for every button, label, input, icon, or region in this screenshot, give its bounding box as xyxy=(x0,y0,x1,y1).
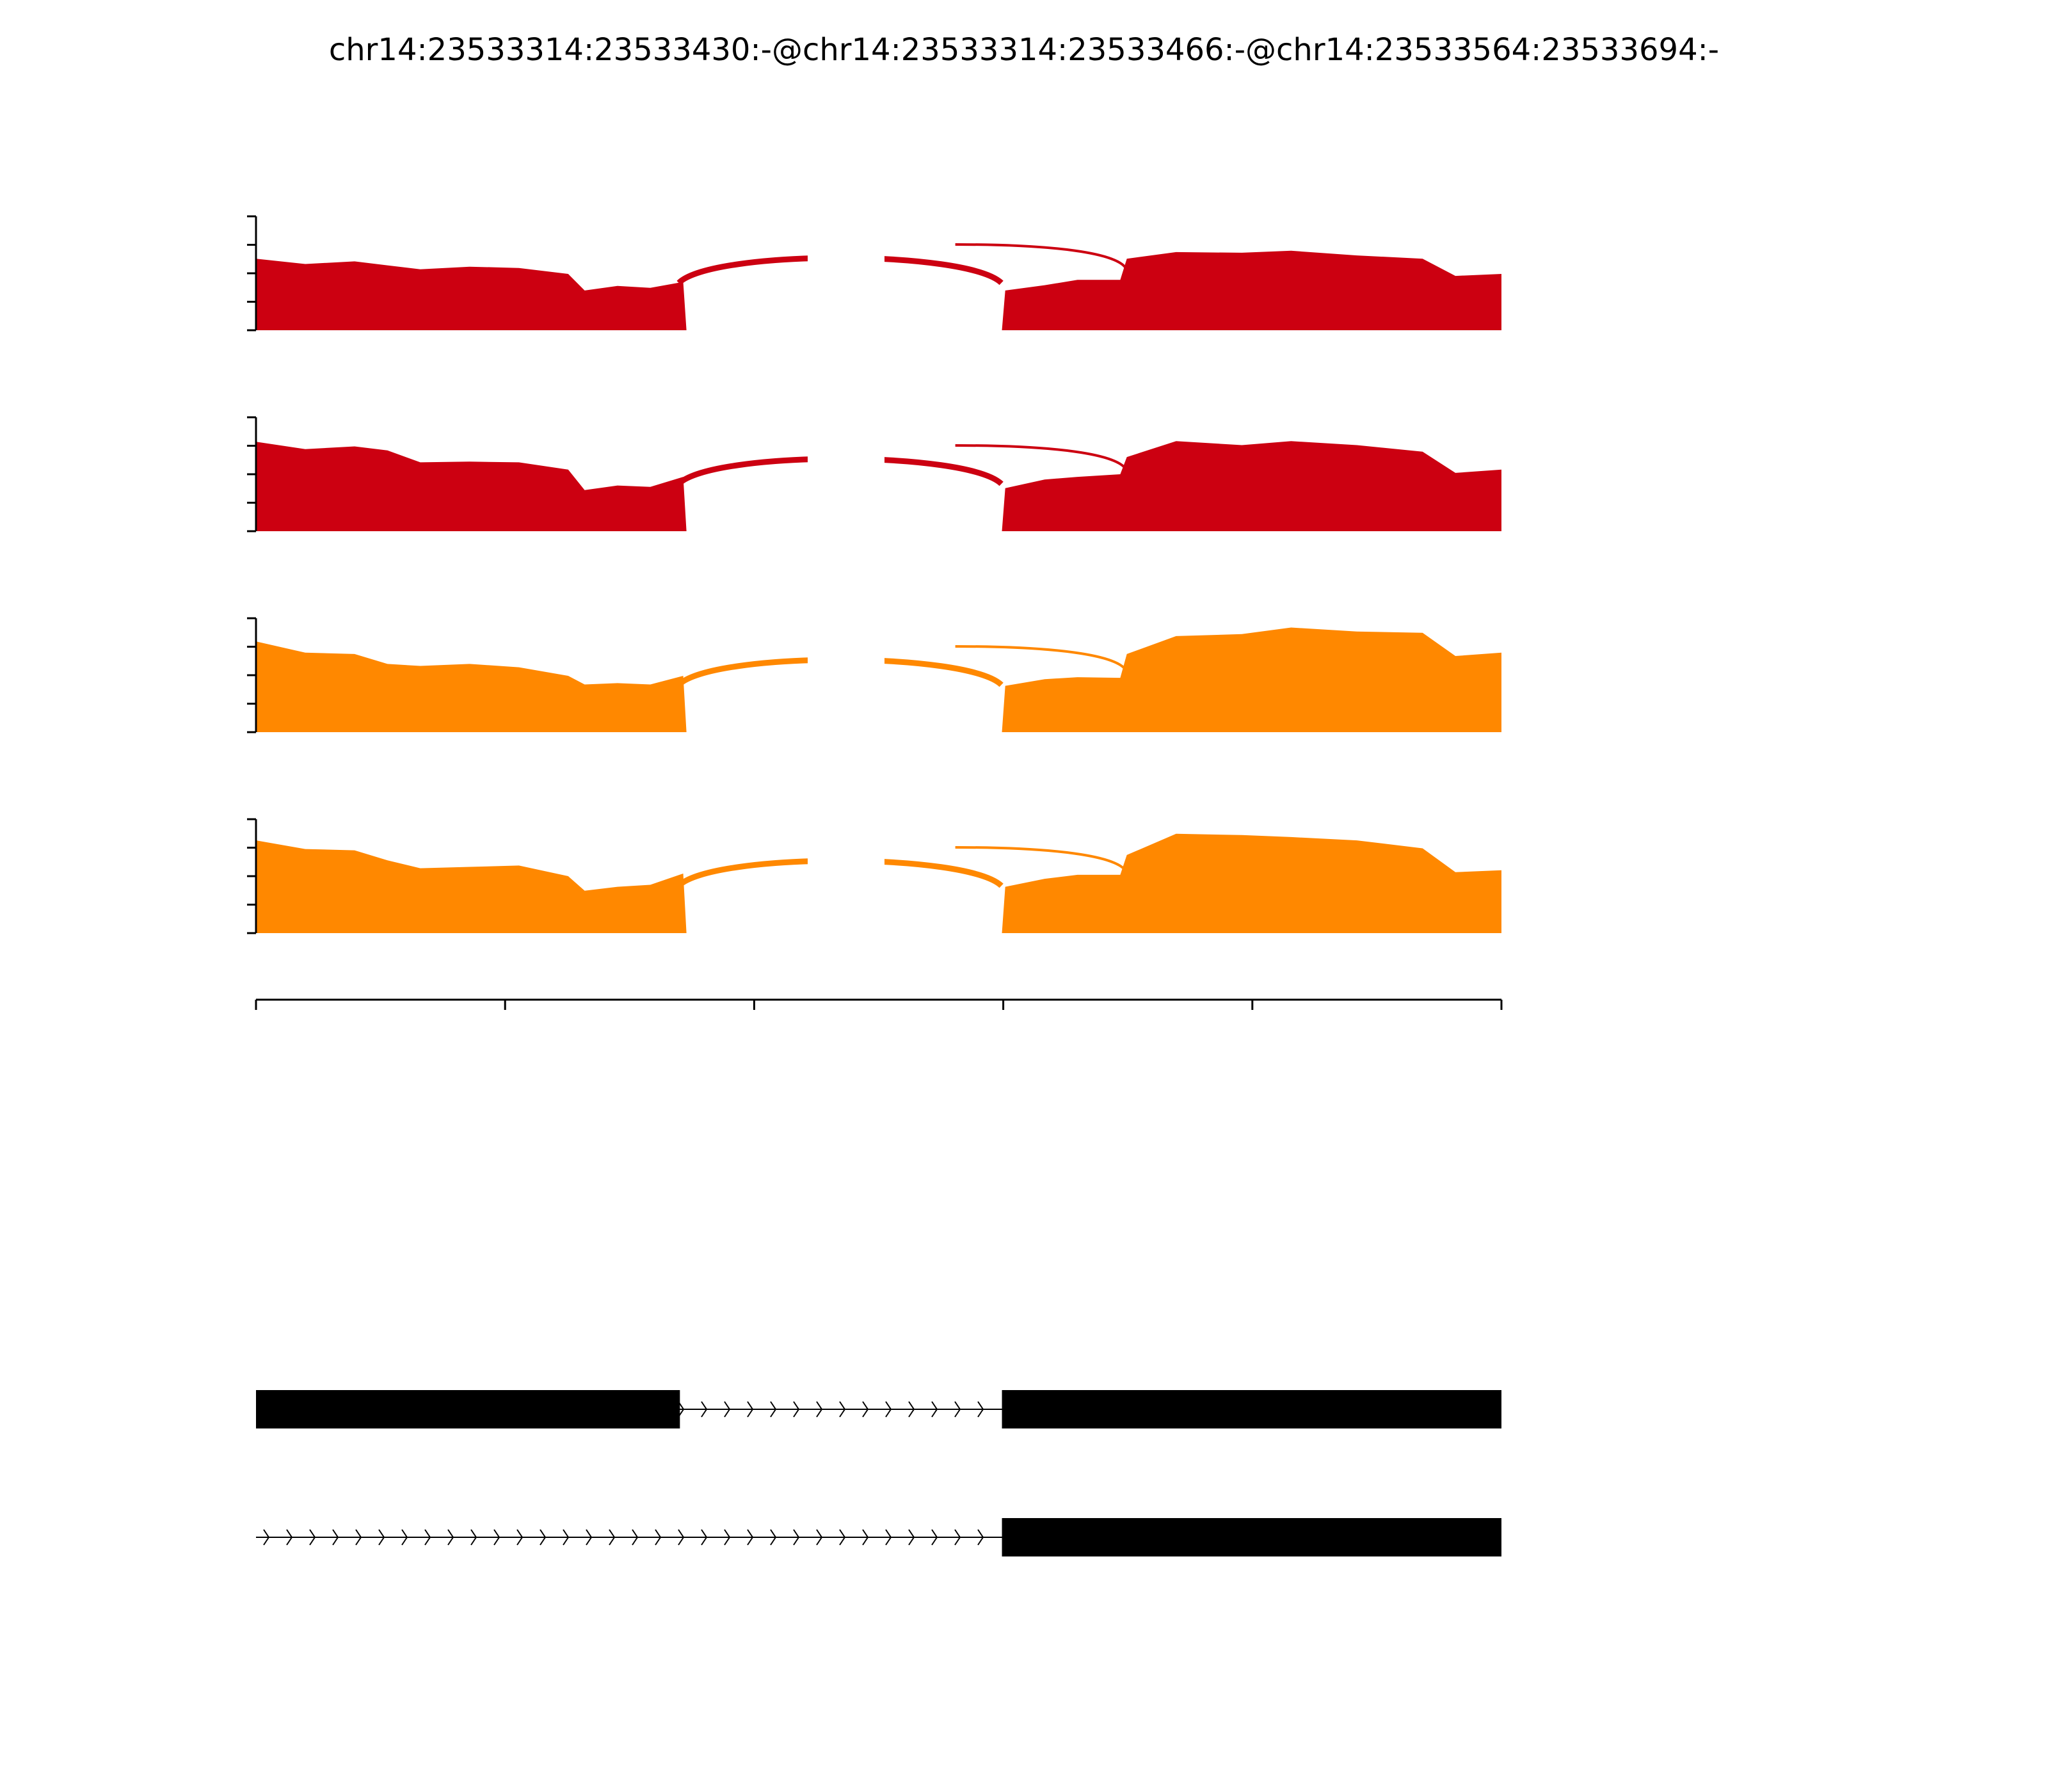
strand-chevron xyxy=(954,1401,961,1418)
strand-chevron xyxy=(793,1529,800,1546)
junction-arc xyxy=(955,444,1128,472)
junction-arc xyxy=(955,645,1128,673)
panel-4 xyxy=(247,818,1501,934)
strand-chevron xyxy=(908,1529,915,1546)
coverage-area xyxy=(256,627,1501,732)
strand-chevron xyxy=(540,1529,547,1546)
strand-chevron xyxy=(770,1529,777,1546)
junction-label-box xyxy=(808,646,884,666)
strand-chevron xyxy=(862,1401,869,1418)
strand-chevron xyxy=(678,1401,685,1418)
coverage-area xyxy=(256,833,1501,933)
junction-label-box xyxy=(890,425,941,444)
coverage-panels xyxy=(247,215,1501,934)
strand-chevron xyxy=(839,1401,846,1418)
strand-chevron xyxy=(655,1529,662,1546)
strand-chevron xyxy=(586,1529,593,1546)
junction-label-box xyxy=(890,224,941,243)
strand-chevron xyxy=(470,1529,477,1546)
strand-chevron xyxy=(839,1529,846,1546)
strand-chevron xyxy=(816,1401,823,1418)
strand-chevron xyxy=(678,1529,685,1546)
coverage-area xyxy=(256,441,1501,531)
strand-chevron xyxy=(701,1529,708,1546)
strand-chevron xyxy=(401,1529,408,1546)
strand-chevron xyxy=(908,1401,915,1418)
strand-chevron xyxy=(862,1529,869,1546)
strand-chevron xyxy=(885,1401,892,1418)
strand-chevron xyxy=(724,1529,731,1546)
exon-block xyxy=(256,1390,680,1428)
strand-chevron xyxy=(609,1529,616,1546)
strand-chevron xyxy=(954,1529,961,1546)
coverage-area xyxy=(256,250,1501,330)
panel-2 xyxy=(247,416,1501,532)
isoform-track xyxy=(256,1390,1501,1556)
strand-chevron xyxy=(332,1529,339,1546)
strand-chevron xyxy=(931,1529,938,1546)
strand-chevron xyxy=(493,1529,500,1546)
isoform-2 xyxy=(256,1518,1501,1556)
strand-chevron xyxy=(516,1529,524,1546)
junction-arc xyxy=(955,243,1128,271)
x-axis xyxy=(255,998,1503,1010)
junction-label-box xyxy=(890,827,941,846)
strand-chevron xyxy=(701,1401,708,1418)
figure-title: chr14:23533314:23533430:-@chr14:23533314… xyxy=(329,32,1719,68)
junction-label-box xyxy=(808,445,884,465)
panel-3 xyxy=(247,617,1501,733)
isoform-1 xyxy=(256,1390,1501,1428)
panel-1 xyxy=(247,215,1501,332)
strand-chevron xyxy=(793,1401,800,1418)
strand-chevron xyxy=(977,1401,984,1418)
strand-chevron xyxy=(747,1401,754,1418)
strand-chevron xyxy=(355,1529,362,1546)
strand-chevron xyxy=(447,1529,454,1546)
strand-chevron xyxy=(977,1529,984,1546)
strand-chevron xyxy=(309,1529,316,1546)
junction-label-box xyxy=(808,244,884,264)
junction-label-box xyxy=(890,626,941,645)
strand-chevron xyxy=(632,1529,639,1546)
strand-chevron xyxy=(885,1529,892,1546)
strand-chevron xyxy=(378,1529,385,1546)
strand-chevron xyxy=(263,1529,270,1546)
strand-chevron xyxy=(931,1401,938,1418)
strand-chevron xyxy=(424,1529,431,1546)
exon-block xyxy=(1002,1390,1501,1428)
strand-chevron xyxy=(724,1401,731,1418)
exon-block xyxy=(1002,1518,1501,1556)
strand-chevron xyxy=(563,1529,570,1546)
junction-arc xyxy=(955,846,1128,874)
strand-chevron xyxy=(770,1401,777,1418)
strand-chevron xyxy=(816,1529,823,1546)
strand-chevron xyxy=(747,1529,754,1546)
strand-chevron xyxy=(286,1529,293,1546)
junction-label-box xyxy=(808,847,884,867)
